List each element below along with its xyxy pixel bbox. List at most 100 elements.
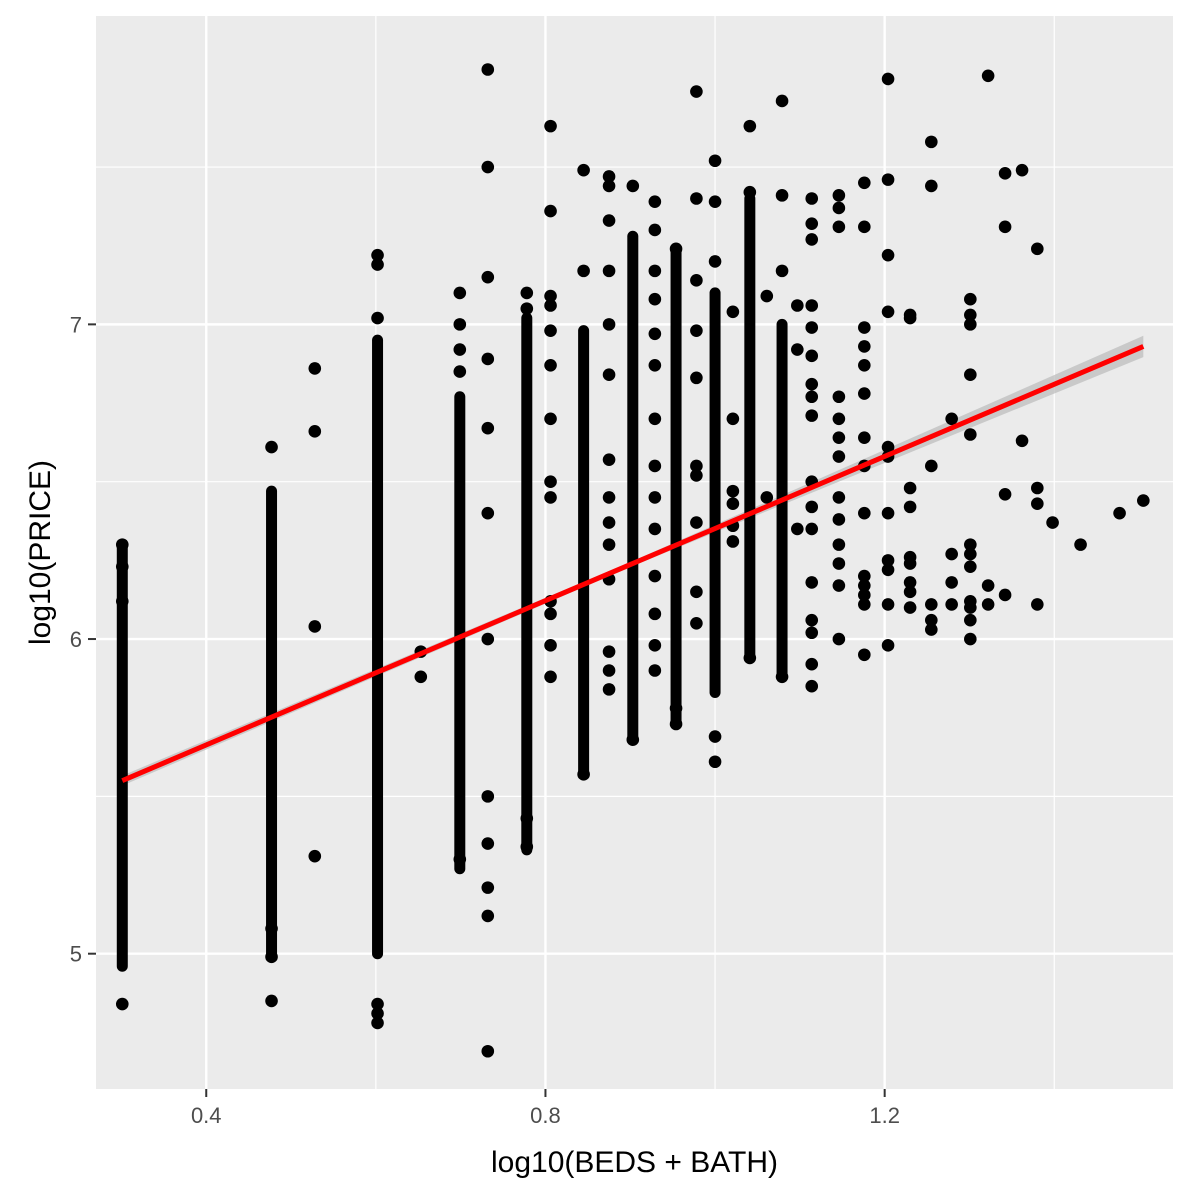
data-point (265, 994, 278, 1008)
data-point (520, 840, 534, 854)
data-point (690, 274, 703, 287)
data-point (520, 812, 534, 825)
data-point (265, 950, 278, 964)
data-point (945, 547, 958, 561)
data-point (881, 440, 895, 454)
data-point (726, 412, 740, 426)
data-point (308, 849, 322, 863)
data-point (626, 733, 640, 747)
data-point (903, 481, 917, 495)
data-point (832, 632, 846, 646)
data-point (805, 500, 819, 514)
data-point (964, 632, 977, 646)
data-point (453, 852, 467, 866)
data-point (115, 560, 129, 573)
data-point (602, 368, 616, 382)
data-point (964, 560, 977, 573)
data-point (602, 179, 616, 193)
data-point (1031, 497, 1044, 511)
data-point (881, 173, 895, 186)
data-point (690, 324, 703, 337)
data-point (308, 362, 322, 375)
data-point (648, 292, 662, 306)
data-point (626, 179, 640, 193)
data-point (481, 909, 495, 923)
data-point (648, 459, 662, 473)
data-point (481, 421, 495, 435)
data-point (791, 522, 804, 536)
data-point (881, 639, 895, 652)
data-point (648, 412, 662, 426)
x-tick-label: 1.2 (869, 1103, 900, 1128)
data-point (805, 349, 819, 363)
data-point (544, 289, 557, 303)
data-point (544, 670, 557, 684)
data-point (371, 248, 384, 262)
data-point (602, 170, 616, 183)
data-point (858, 506, 871, 520)
data-point (903, 576, 917, 589)
data-point (858, 340, 871, 353)
data-point (1031, 242, 1044, 256)
data-point (858, 431, 871, 444)
data-point (648, 569, 662, 583)
data-point (903, 500, 917, 514)
data-point (981, 69, 995, 83)
data-point (481, 837, 495, 850)
data-point (805, 409, 819, 422)
data-point (925, 623, 938, 636)
data-point (544, 358, 557, 372)
data-point (371, 997, 384, 1011)
data-point (858, 648, 871, 662)
data-point (1031, 598, 1044, 611)
data-point (925, 179, 938, 193)
data-point (760, 289, 774, 303)
data-point (648, 195, 662, 208)
data-point (925, 135, 938, 149)
data-point (453, 365, 467, 378)
data-point (726, 535, 740, 548)
x-axis-title: log10(BEDS + BATH) (491, 1146, 778, 1179)
data-point (602, 664, 616, 677)
data-point (115, 594, 129, 608)
data-point (805, 657, 819, 671)
data-point (998, 588, 1012, 602)
data-point (858, 579, 871, 592)
data-point (775, 189, 789, 202)
data-point (708, 255, 722, 268)
data-point (690, 192, 703, 205)
data-point (577, 768, 590, 781)
data-point (858, 358, 871, 372)
trend-line-layer (121, 344, 1145, 783)
data-point (945, 412, 958, 426)
data-point (760, 491, 774, 504)
data-point (708, 195, 722, 208)
data-point (371, 258, 384, 271)
data-point (775, 264, 789, 278)
data-point (371, 1016, 384, 1030)
data-point (481, 632, 495, 646)
data-point (602, 683, 616, 696)
data-point (903, 601, 917, 614)
data-point (414, 670, 428, 684)
data-point (544, 607, 557, 621)
data-point (602, 453, 616, 466)
data-point (602, 264, 616, 278)
data-point (481, 506, 495, 520)
data-point (805, 321, 819, 334)
data-point (690, 516, 703, 529)
data-point (115, 997, 129, 1011)
data-point (544, 324, 557, 337)
data-point (726, 305, 740, 319)
data-point (903, 557, 917, 570)
data-point (577, 264, 590, 278)
data-point (544, 119, 557, 133)
data-point (481, 352, 495, 366)
data-point (964, 601, 977, 614)
data-point (481, 1044, 495, 1058)
x-tick-label: 0.8 (530, 1103, 561, 1128)
data-point (690, 469, 703, 482)
scatter-points (115, 63, 1150, 1058)
data-point (805, 217, 819, 230)
